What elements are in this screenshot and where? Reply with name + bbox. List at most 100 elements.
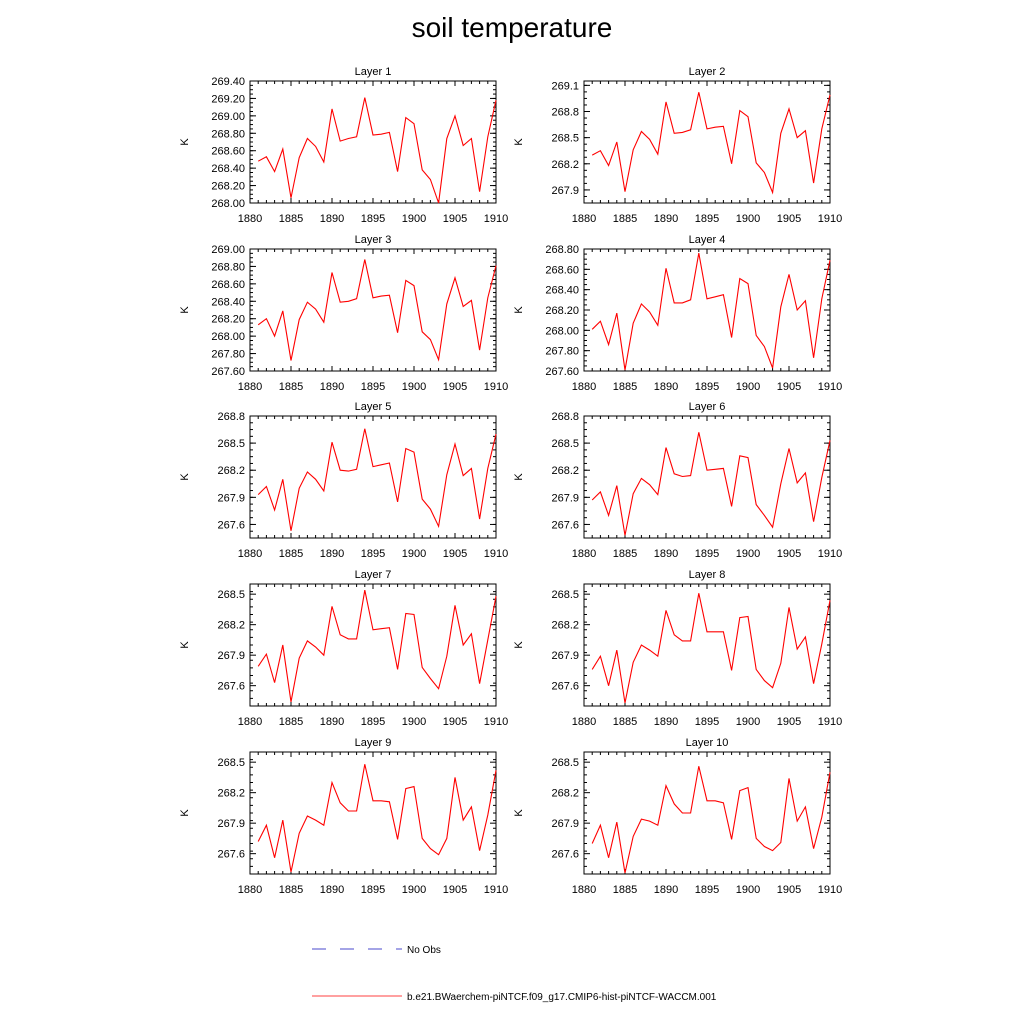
layer-6-title: Layer 6: [689, 401, 726, 413]
layer-8-xtick-label: 1905: [777, 716, 801, 728]
layer-10-xtick-label: 1900: [736, 884, 760, 896]
legend-label-no-obs: No Obs: [407, 945, 441, 956]
layer-7-xtick-label: 1890: [320, 716, 344, 728]
layer-6-ytick-label: 268.5: [551, 438, 579, 450]
layer-9-xtick-label: 1905: [443, 884, 467, 896]
layer-4-xtick-label: 1910: [818, 381, 842, 393]
layer-7-xtick-label: 1905: [443, 716, 467, 728]
layer-1-series-line: [257, 97, 497, 204]
layer-2-xtick-label: 1900: [736, 213, 760, 225]
layer-8-xtick-label: 1880: [572, 716, 596, 728]
layer-1-ytick-label: 268.40: [211, 163, 245, 175]
layer-4-ytick-label: 268.80: [545, 244, 579, 256]
layer-10-xtick-label: 1895: [695, 884, 719, 896]
layer-7-ytick-label: 268.2: [217, 620, 245, 632]
layer-10-ytick-label: 268.2: [551, 788, 579, 800]
layer-8-xtick-label: 1895: [695, 716, 719, 728]
layer-10-series-line: [591, 766, 831, 874]
layer-6-xtick-label: 1885: [613, 548, 637, 560]
layer-4-xtick-label: 1900: [736, 381, 760, 393]
layer-5-ytick-label: 267.9: [217, 492, 245, 504]
layer-9-xtick-label: 1890: [320, 884, 344, 896]
layer-9-xtick-label: 1895: [361, 884, 385, 896]
layer-9-title: Layer 9: [355, 737, 392, 749]
layer-3-xtick-label: 1900: [402, 381, 426, 393]
layer-3-xtick-label: 1890: [320, 381, 344, 393]
layer-3-xtick-label: 1895: [361, 381, 385, 393]
layer-9-ytick-label: 267.9: [217, 818, 245, 830]
layer-9-xtick-label: 1880: [238, 884, 262, 896]
layer-5-series-line: [257, 428, 497, 531]
layer-6-xtick-label: 1910: [818, 548, 842, 560]
layer-3-title: Layer 3: [355, 234, 392, 246]
layer-1-xtick-label: 1900: [402, 213, 426, 225]
layer-8-xtick-label: 1910: [818, 716, 842, 728]
layer-3-ytick-label: 269.00: [211, 244, 245, 256]
layer-5-xtick-label: 1895: [361, 548, 385, 560]
layer-6-ytick-label: 267.9: [551, 492, 579, 504]
layer-5-xtick-label: 1900: [402, 548, 426, 560]
layer-6-ytick-label: 268.2: [551, 465, 579, 477]
layer-9-xtick-label: 1900: [402, 884, 426, 896]
layer-7-xtick-label: 1885: [279, 716, 303, 728]
layer-6-xtick-label: 1880: [572, 548, 596, 560]
layer-2-ytick-label: 267.9: [551, 185, 579, 197]
layer-7-ytick-label: 268.5: [217, 589, 245, 601]
layer-4-xtick-label: 1890: [654, 381, 678, 393]
layer-5-title: Layer 5: [355, 401, 392, 413]
layer-2-title: Layer 2: [689, 66, 726, 78]
layer-5-xtick-label: 1910: [484, 548, 508, 560]
layer-4-series-line: [591, 253, 831, 371]
layer-2-series-line: [591, 92, 831, 195]
layer-7-title: Layer 7: [355, 569, 392, 581]
layer-6-ytick-label: 268.8: [551, 411, 579, 423]
layer-7-series-line: [257, 589, 497, 703]
layer-9-ylabel: K: [179, 809, 191, 817]
layer-10-xtick-label: 1890: [654, 884, 678, 896]
layer-4-xtick-label: 1885: [613, 381, 637, 393]
layer-1-ytick-label: 269.20: [211, 93, 245, 105]
layer-5-xtick-label: 1880: [238, 548, 262, 560]
layer-2-xtick-label: 1895: [695, 213, 719, 225]
layer-2-xtick-label: 1905: [777, 213, 801, 225]
layer-7-xtick-label: 1880: [238, 716, 262, 728]
layer-4-title: Layer 4: [689, 234, 726, 246]
page-title: soil temperature: [411, 12, 613, 43]
layer-8-xtick-label: 1890: [654, 716, 678, 728]
layer-4-ytick-label: 267.60: [545, 366, 579, 378]
layer-1-xtick-label: 1890: [320, 213, 344, 225]
layer-2-xtick-label: 1885: [613, 213, 637, 225]
layer-2-ylabel: K: [513, 138, 525, 146]
layer-5-xtick-label: 1885: [279, 548, 303, 560]
layer-9-ytick-label: 267.6: [217, 849, 245, 861]
layer-10-xtick-label: 1885: [613, 884, 637, 896]
layer-1-xtick-label: 1910: [484, 213, 508, 225]
layer-3-ytick-label: 268.40: [211, 296, 245, 308]
layer-3-ytick-label: 268.20: [211, 314, 245, 326]
layer-5-xtick-label: 1905: [443, 548, 467, 560]
layer-9-series-line: [257, 764, 497, 873]
layer-5-ytick-label: 268.8: [217, 411, 245, 423]
layer-8-ytick-label: 268.5: [551, 589, 579, 601]
layer-1-xtick-label: 1905: [443, 213, 467, 225]
layer-8-ytick-label: 267.9: [551, 650, 579, 662]
layer-3-series-line: [257, 259, 497, 362]
layer-1-ytick-label: 269.00: [211, 111, 245, 123]
layer-4-ytick-label: 268.20: [545, 305, 579, 317]
layer-1-ytick-label: 268.60: [211, 146, 245, 158]
layer-4-xtick-label: 1880: [572, 381, 596, 393]
layer-3-ytick-label: 267.80: [211, 349, 245, 361]
layer-9-xtick-label: 1910: [484, 884, 508, 896]
layer-8-ylabel: K: [513, 641, 525, 649]
layer-7-xtick-label: 1910: [484, 716, 508, 728]
layer-2-xtick-label: 1890: [654, 213, 678, 225]
layer-2-ytick-label: 268.2: [551, 159, 579, 171]
layer-8-xtick-label: 1900: [736, 716, 760, 728]
layer-3-xtick-label: 1905: [443, 381, 467, 393]
layer-1-xtick-label: 1895: [361, 213, 385, 225]
layer-7-xtick-label: 1900: [402, 716, 426, 728]
layer-5-ylabel: K: [179, 473, 191, 481]
layer-9-ytick-label: 268.2: [217, 788, 245, 800]
